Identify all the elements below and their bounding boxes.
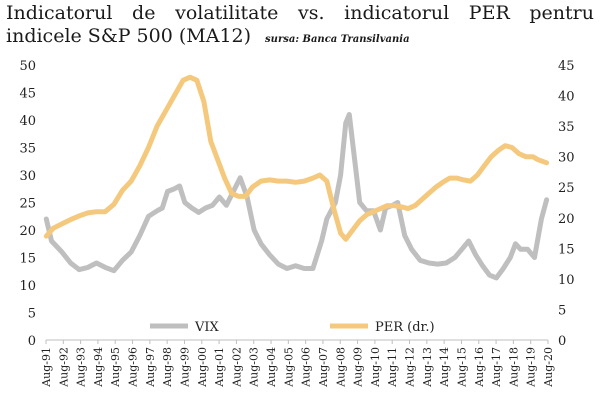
- x-tick-label: Aug-09: [352, 347, 365, 388]
- left-tick-label: 15: [19, 252, 36, 267]
- right-tick-label: 30: [558, 151, 575, 166]
- x-tick-label: Aug-98: [161, 347, 174, 388]
- x-tick-label: Aug-99: [178, 347, 191, 388]
- left-tick-label: 20: [19, 224, 36, 239]
- x-tick-label: Aug-02: [230, 347, 243, 388]
- x-tick-label: Aug-91: [40, 347, 53, 388]
- series-layer: [43, 74, 550, 281]
- left-tick-label: 50: [19, 59, 36, 74]
- left-tick-label: 40: [19, 114, 36, 129]
- x-tick-label: Aug-10: [369, 347, 382, 388]
- series-line-vix: [43, 112, 550, 281]
- right-tick-label: 15: [558, 242, 575, 257]
- left-tick-label: 5: [28, 307, 36, 322]
- series-line-per-dr: [43, 74, 550, 242]
- x-tick-label: Aug-06: [300, 347, 313, 388]
- x-tick-label: Aug-94: [92, 347, 105, 388]
- right-tick-label: 45: [558, 59, 575, 74]
- right-tick-label: 40: [558, 90, 575, 105]
- chart-title: Indicatorul de volatilitate vs. indicato…: [6, 2, 594, 51]
- left-tick-label: 30: [19, 169, 36, 184]
- left-tick-label: 10: [19, 279, 36, 294]
- left-tick-label: 45: [19, 87, 36, 102]
- right-tick-label: 20: [558, 212, 575, 227]
- x-tick-label: Aug-16: [473, 347, 486, 388]
- right-tick-label: 5: [558, 303, 566, 318]
- x-tick-label: Aug-07: [317, 347, 330, 388]
- right-y-axis: 0 5 10 15 20 25 30 35 40 45: [558, 59, 575, 349]
- x-tick-label: Aug-12: [404, 347, 417, 388]
- left-tick-label: 0: [28, 334, 36, 349]
- x-tick-label: Aug-97: [144, 347, 157, 388]
- right-tick-label: 10: [558, 273, 575, 288]
- x-tick-label: Aug-04: [265, 347, 278, 388]
- legend: VIX PER (dr.): [150, 320, 435, 335]
- x-tick-label: Aug-01: [213, 347, 226, 388]
- right-tick-label: 35: [558, 120, 575, 135]
- x-axis: Aug-91 Aug-92 Aug-93 Aug-94 Aug-95 Aug-96 Aug-…: [40, 339, 555, 388]
- right-tick-label: 25: [558, 181, 575, 196]
- right-tick-label: 0: [558, 334, 566, 349]
- left-tick-label: 25: [19, 197, 36, 212]
- x-tick-label: Aug-92: [57, 347, 70, 388]
- x-tick-label: Aug-03: [248, 347, 261, 388]
- x-tick-label: Aug-08: [334, 347, 347, 388]
- legend-label-per-dr: PER (dr.): [375, 320, 435, 335]
- x-tick-label: Aug-18: [507, 347, 520, 388]
- left-tick-label: 35: [19, 142, 36, 157]
- source-note: sursa: Banca Transilvania: [265, 34, 410, 45]
- x-tick-label: Aug-00: [196, 347, 209, 388]
- x-tick-label: Aug-15: [455, 347, 468, 388]
- x-tick-label: Aug-11: [386, 347, 399, 388]
- x-tick-label: Aug-17: [490, 347, 503, 388]
- x-tick-label: Aug-96: [127, 347, 140, 388]
- x-tick-label: Aug-93: [75, 347, 88, 388]
- chart-title-text: Indicatorul de volatilitate vs. indicato…: [6, 2, 594, 47]
- x-tick-label: Aug-95: [109, 347, 122, 388]
- x-tick-label: Aug-19: [525, 347, 538, 388]
- x-tick-label: Aug-05: [282, 347, 295, 388]
- x-tick-label: Aug-14: [438, 347, 451, 388]
- x-tick-label: Aug-13: [421, 347, 434, 388]
- legend-label-vix: VIX: [194, 320, 220, 335]
- left-y-axis: 0 5 10 15 20 25 30 35 40 45 50: [19, 59, 36, 349]
- x-tick-label: Aug-20: [542, 347, 555, 388]
